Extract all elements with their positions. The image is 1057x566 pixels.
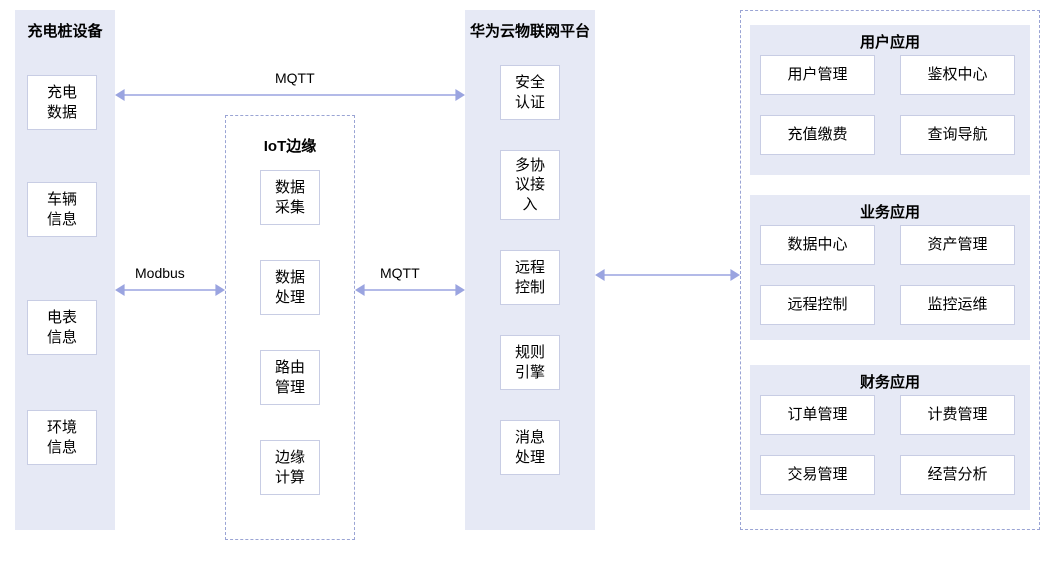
arrow-label: MQTT — [275, 70, 315, 86]
devices-item: 充电 数据 — [27, 75, 97, 130]
apps-item: 远程控制 — [760, 285, 875, 325]
apps-item: 监控运维 — [900, 285, 1015, 325]
cloud-item: 多协 议接 入 — [500, 150, 560, 220]
arrow-label: MQTT — [380, 265, 420, 281]
cloud-title: 华为云物联网平台 — [465, 20, 595, 41]
apps-item: 订单管理 — [760, 395, 875, 435]
apps-item: 资产管理 — [900, 225, 1015, 265]
apps-item: 查询导航 — [900, 115, 1015, 155]
devices-title: 充电桩设备 — [15, 20, 115, 41]
cloud-item: 消息 处理 — [500, 420, 560, 475]
apps-item: 交易管理 — [760, 455, 875, 495]
apps-item: 充值缴费 — [760, 115, 875, 155]
cloud-item: 规则 引擎 — [500, 335, 560, 390]
edge-item: 边缘 计算 — [260, 440, 320, 495]
edge-item: 数据 处理 — [260, 260, 320, 315]
edge-title: IoT边缘 — [225, 135, 355, 156]
devices-item: 车辆 信息 — [27, 182, 97, 237]
apps-item: 计费管理 — [900, 395, 1015, 435]
apps-group-title: 用户应用 — [750, 31, 1030, 52]
arrow-label: Modbus — [135, 265, 185, 281]
apps-group-title: 业务应用 — [750, 201, 1030, 222]
edge-item: 数据 采集 — [260, 170, 320, 225]
apps-item: 鉴权中心 — [900, 55, 1015, 95]
edge-item: 路由 管理 — [260, 350, 320, 405]
cloud-item: 远程 控制 — [500, 250, 560, 305]
devices-item: 环境 信息 — [27, 410, 97, 465]
apps-item: 用户管理 — [760, 55, 875, 95]
apps-item: 经营分析 — [900, 455, 1015, 495]
devices-item: 电表 信息 — [27, 300, 97, 355]
cloud-item: 安全 认证 — [500, 65, 560, 120]
apps-group-title: 财务应用 — [750, 371, 1030, 392]
apps-item: 数据中心 — [760, 225, 875, 265]
